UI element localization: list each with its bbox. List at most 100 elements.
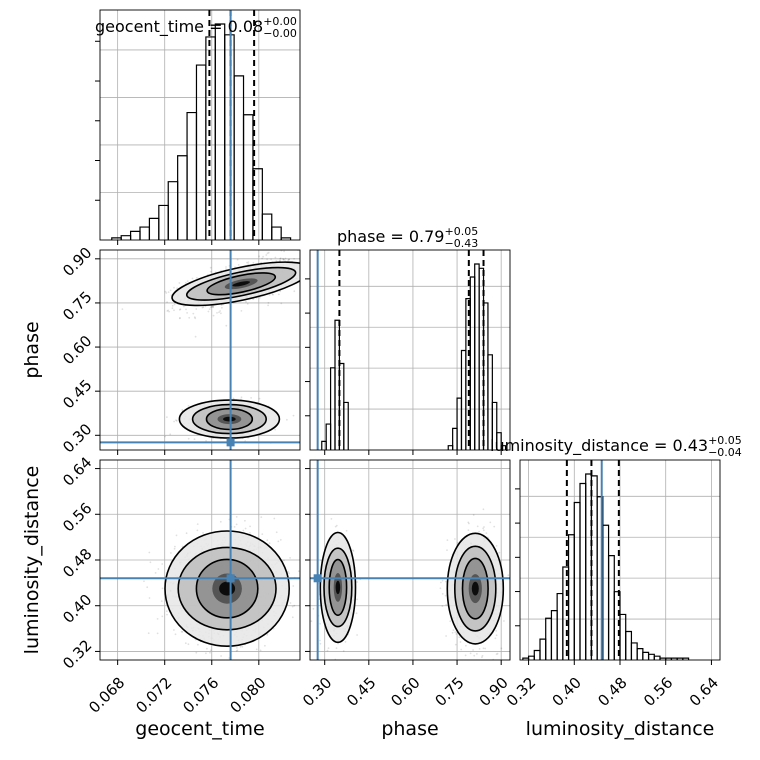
truth-lines-layer [100, 10, 603, 660]
scatter-point [467, 529, 470, 532]
scatter-point [193, 316, 196, 319]
hist-bar-phase-5 [343, 401, 349, 450]
density-contour-luminosity_distance_vs_phase-0-4 [335, 580, 341, 595]
scatter-point [305, 580, 307, 582]
hist-bar-phase-17 [491, 401, 498, 450]
scatter-point [205, 440, 208, 442]
scatter-point [179, 317, 181, 319]
scatter-point [252, 261, 255, 264]
truth-marker-luminosity_distance_vs_phase [313, 574, 322, 583]
scatter-point [149, 561, 152, 564]
scatter-point [446, 539, 449, 541]
scatter-point [272, 293, 274, 296]
scatter-point [201, 306, 204, 309]
scatter-point [181, 631, 184, 633]
scatter-point [265, 254, 268, 256]
scatter-point [221, 306, 223, 309]
scatter-point [342, 650, 345, 652]
scatter-point [277, 293, 280, 296]
scatter-point [293, 290, 296, 293]
scatter-point [174, 545, 176, 548]
scatter-point [472, 514, 475, 516]
scatter-point [319, 622, 321, 625]
density-contour-phase_vs_geocent_time-0-4 [232, 281, 251, 287]
scatter-point [166, 613, 168, 616]
scatter-point [249, 532, 251, 534]
scatter-point [495, 634, 498, 637]
scatter-point [236, 258, 239, 261]
scatter-point [266, 539, 269, 542]
scatter-point [305, 260, 307, 262]
scatter-point [171, 304, 174, 307]
scatter-point [240, 396, 243, 399]
scatter-point [297, 570, 300, 573]
scatter-point [483, 526, 485, 528]
scatter-point [458, 636, 461, 639]
scatter-point [292, 414, 295, 417]
scatter-point [232, 397, 235, 400]
scatter-point [493, 525, 496, 528]
scatter-point [498, 551, 501, 554]
scatter-point [161, 587, 164, 590]
scatter-point [446, 549, 448, 551]
scatter-point [286, 418, 288, 421]
scatter-point [232, 670, 234, 672]
scatter-point [197, 643, 199, 646]
scatter-point [355, 612, 358, 615]
scatter-point [282, 257, 284, 260]
scatter-point [261, 257, 263, 260]
scatter-point [454, 538, 456, 540]
scatter-point [211, 305, 214, 308]
scatter-point [242, 529, 245, 532]
scatter-point [283, 258, 285, 261]
scatter-point [496, 652, 499, 655]
scatter-point [188, 316, 191, 319]
scatter-point [235, 523, 238, 526]
scatter-point [472, 649, 474, 651]
scatter-point [219, 520, 222, 523]
scatter-point [302, 267, 304, 269]
scatter-point [212, 305, 214, 308]
scatter-point [270, 258, 272, 261]
scatter-point [225, 324, 228, 327]
scatter-point [208, 308, 211, 310]
scatter-point [156, 618, 159, 620]
scatter-point [454, 643, 457, 646]
scatter-point [220, 655, 223, 657]
scatter-point [166, 301, 169, 303]
scatter-point [467, 521, 470, 524]
density-contour-luminosity_distance_vs_geocent_time-0-4 [219, 581, 236, 596]
scatter-point [225, 266, 227, 268]
scatter-point [478, 648, 481, 650]
scatter-point [444, 580, 447, 583]
scatter-point [500, 647, 503, 650]
frame-phase_vs_geocent_time [99, 249, 301, 451]
truth-marker-phase_vs_geocent_time [226, 438, 235, 447]
scatter-point [459, 641, 462, 643]
scatter-point [275, 260, 278, 262]
scatter-point [241, 645, 244, 648]
scatter-point [279, 257, 282, 260]
scatter-point [209, 651, 211, 654]
scatter-point [274, 256, 277, 259]
scatter-point [356, 598, 358, 601]
scatter-point [342, 660, 344, 662]
scatter-point [207, 310, 210, 313]
scatter-point [464, 654, 467, 657]
scatter-point [441, 605, 444, 607]
scatter-point [268, 294, 271, 296]
scatter-point [183, 305, 185, 308]
scatter-point [266, 252, 269, 255]
hist-bar-phase-18 [496, 432, 502, 450]
scatter-point [306, 273, 308, 275]
scatter-point [279, 259, 281, 262]
scatter-point [274, 428, 277, 431]
scatter-point [293, 604, 296, 607]
scatter-point [185, 308, 187, 311]
density-group-luminosity_distance_vs_phase [319, 531, 505, 645]
scatter-point [356, 634, 358, 636]
scatter-point [302, 262, 304, 264]
scatter-point [187, 405, 190, 407]
scatter-point [345, 667, 347, 669]
